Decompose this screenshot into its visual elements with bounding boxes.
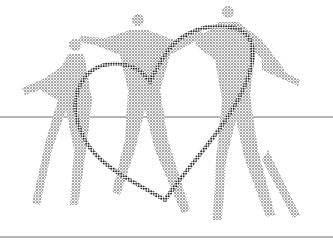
figure-body <box>195 22 285 220</box>
figure-head <box>132 14 144 26</box>
figure-head <box>222 6 234 18</box>
stipple-illustration <box>0 0 333 243</box>
figures <box>22 6 300 220</box>
page <box>0 0 333 243</box>
